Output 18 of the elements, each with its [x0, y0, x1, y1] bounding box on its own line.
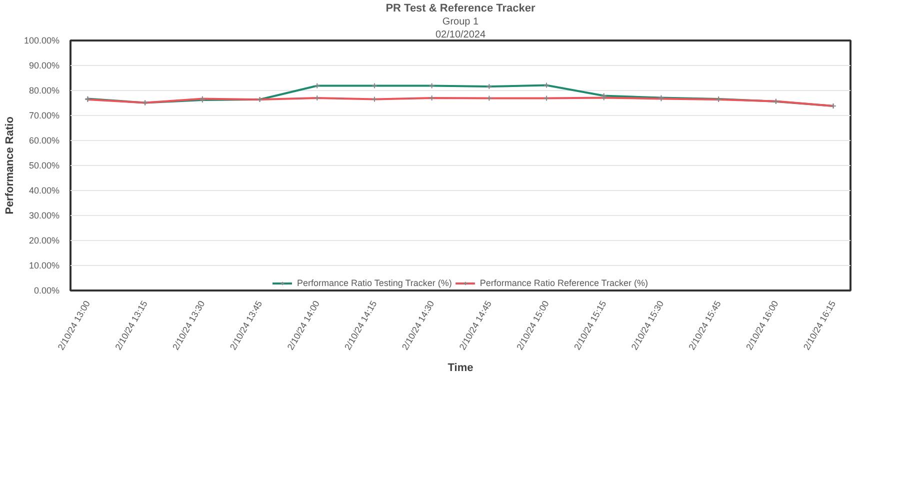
- y-tick-label: 10.00%: [28, 260, 60, 270]
- legend-label: Performance Ratio Testing Tracker (%): [297, 278, 452, 288]
- y-tick-label: 0.00%: [34, 286, 60, 296]
- y-tick-label: 90.00%: [28, 60, 60, 70]
- text: Group 1: [442, 16, 479, 28]
- y-tick-label: 20.00%: [28, 236, 60, 246]
- y-tick-label: 70.00%: [28, 110, 60, 120]
- y-tick-label: 60.00%: [28, 136, 60, 146]
- y-tick-label: 40.00%: [28, 186, 60, 196]
- y-axis-title: Performance Ratio: [4, 116, 16, 214]
- y-tick-label: 100.00%: [24, 36, 60, 46]
- y-tick-label: 50.00%: [28, 160, 60, 170]
- y-tick-label: 80.00%: [28, 86, 60, 96]
- x-axis-title: Time: [448, 362, 474, 374]
- text: 02/10/2024: [435, 30, 486, 40]
- chart-title: PR Test & Reference Tracker: [386, 2, 536, 14]
- y-tick-label: 30.00%: [28, 210, 60, 220]
- legend-label: Performance Ratio Reference Tracker (%): [480, 278, 648, 288]
